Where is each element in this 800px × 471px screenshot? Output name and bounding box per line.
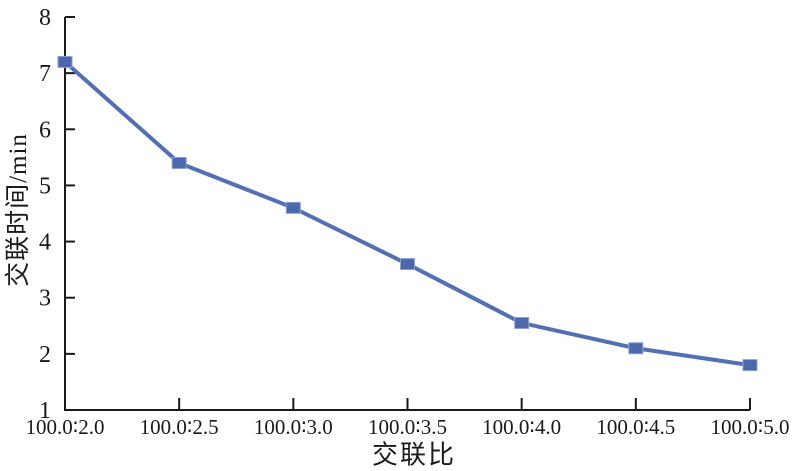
data-point-marker bbox=[57, 55, 73, 68]
y-axis-title: 交联时间/min bbox=[5, 133, 32, 287]
y-tick-label: 6 bbox=[39, 117, 51, 143]
data-point-marker bbox=[400, 258, 415, 271]
x-tick-label: 100.0∶3.0 bbox=[254, 415, 333, 439]
data-point-marker bbox=[742, 359, 758, 372]
y-tick-label: 3 bbox=[39, 286, 51, 312]
data-point-marker bbox=[171, 156, 187, 169]
data-point-marker bbox=[514, 316, 530, 329]
y-tick-label: 5 bbox=[39, 173, 51, 199]
x-tick-label: 100.0∶2.0 bbox=[26, 415, 105, 439]
x-tick-label: 100.0∶4.5 bbox=[596, 415, 675, 439]
x-tick-label: 100.0∶5.0 bbox=[711, 415, 790, 439]
x-axis-title: 交联比 bbox=[371, 440, 457, 470]
y-tick-label: 1 bbox=[39, 398, 51, 424]
y-tick-label: 8 bbox=[39, 5, 51, 31]
x-tick-label: 100.0∶4.0 bbox=[482, 415, 561, 439]
y-tick-label: 2 bbox=[39, 342, 51, 368]
data-point-marker bbox=[285, 201, 301, 214]
x-tick-label: 100.0∶3.5 bbox=[368, 415, 447, 439]
data-line bbox=[63, 59, 752, 368]
data-point-marker bbox=[628, 342, 644, 355]
y-tick-label: 4 bbox=[39, 230, 51, 256]
x-tick-label: 100.0∶2.5 bbox=[140, 415, 219, 439]
y-tick-label: 7 bbox=[39, 61, 51, 87]
